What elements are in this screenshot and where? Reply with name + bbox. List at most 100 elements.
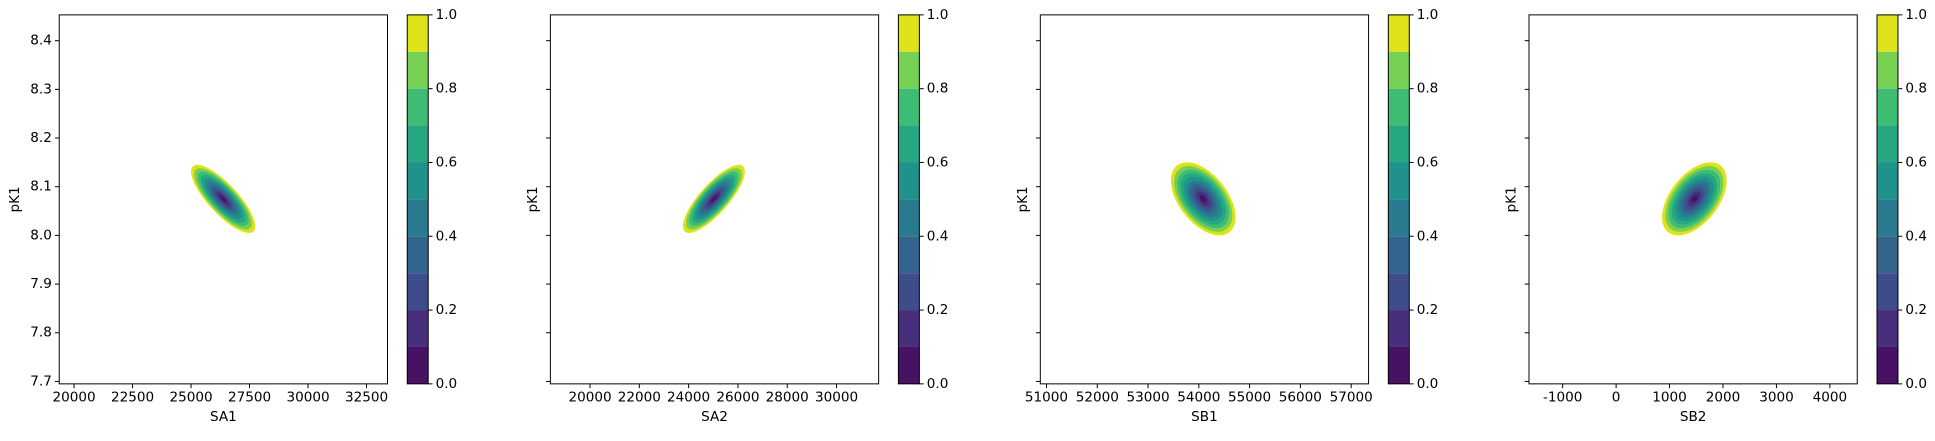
- colorbar-band: [1876, 125, 1898, 163]
- center-point: [712, 197, 715, 200]
- colorbar-band: [407, 310, 429, 347]
- x-tick-label: 26000: [716, 389, 759, 405]
- y-tick-label: 8.4: [30, 33, 52, 49]
- y-tick-label: 7.9: [30, 276, 52, 292]
- colorbar-band: [898, 125, 920, 163]
- colorbar-band: [1876, 14, 1898, 52]
- colorbar-tick-label: 0.2: [1905, 302, 1927, 318]
- x-tick-label: 25000: [169, 389, 212, 405]
- x-tick-label: 30000: [286, 389, 329, 405]
- colorbar-frame: [406, 14, 429, 385]
- x-tick-label: 28000: [766, 389, 809, 405]
- colorbar-band: [1388, 346, 1410, 384]
- x-tick-label: 30000: [815, 389, 858, 405]
- x-tick-label: 57000: [1330, 389, 1373, 405]
- colorbar-band: [407, 14, 429, 52]
- colorbar-tick-label: 0.0: [1417, 376, 1439, 392]
- x-tick-label: 52000: [1076, 389, 1119, 405]
- plot-frame: [1039, 14, 1370, 385]
- plot-frame: [1528, 14, 1858, 385]
- colorbar-tick-label: 0.6: [436, 154, 458, 170]
- colorbar-band: [407, 51, 429, 89]
- colorbar-tick-label: 0.8: [436, 81, 458, 97]
- colorbar-band: [1876, 51, 1898, 89]
- x-tick-label: 3000: [1759, 389, 1794, 405]
- colorbar-tick-label: 0.2: [927, 302, 949, 318]
- y-tick-label: 7.7: [30, 373, 52, 389]
- x-tick-label: 55000: [1228, 389, 1271, 405]
- x-tick-label: 24000: [667, 389, 710, 405]
- y-tick-label: 8.0: [30, 227, 52, 243]
- x-tick-label: 1000: [1652, 389, 1687, 405]
- colorbar-band: [1876, 88, 1898, 126]
- colorbar-band: [1876, 273, 1898, 311]
- colorbar-band: [1388, 236, 1410, 274]
- colorbar-tick-label: 0.4: [1417, 228, 1439, 244]
- colorbar-tick-label: 0.0: [436, 376, 458, 392]
- y-axis-label: pK1: [525, 186, 541, 212]
- y-tick-label: 8.1: [30, 179, 52, 195]
- y-axis-label: pK1: [1015, 186, 1031, 212]
- x-tick-label: 53000: [1126, 389, 1169, 405]
- x-tick-label: 20000: [52, 389, 95, 405]
- colorbar-band: [898, 88, 920, 126]
- y-axis-label: pK1: [1504, 186, 1520, 212]
- y-axis-label: pK1: [7, 186, 23, 212]
- colorbar-band: [898, 51, 920, 89]
- colorbar-tick-label: 1.0: [927, 7, 949, 23]
- center-point: [1693, 197, 1696, 200]
- x-tick-label: 20000: [568, 389, 611, 405]
- x-axis-label: SB2: [1680, 409, 1707, 425]
- colorbar-band: [1388, 310, 1410, 347]
- y-tick-label: 7.8: [30, 325, 52, 341]
- center-point: [222, 197, 225, 200]
- colorbar-band: [1876, 162, 1898, 200]
- colorbar-band: [898, 346, 920, 384]
- colorbar-tick-label: 0.8: [1417, 81, 1439, 97]
- colorbar-tick-label: 0.2: [436, 302, 458, 318]
- colorbar-tick-label: 0.4: [436, 228, 458, 244]
- x-tick-label: 32500: [345, 389, 388, 405]
- colorbar-band: [1388, 125, 1410, 163]
- y-tick-label: 8.2: [30, 130, 52, 146]
- colorbar-band: [898, 162, 920, 200]
- colorbar-band: [407, 236, 429, 274]
- colorbar-tick-label: 0.2: [1417, 302, 1439, 318]
- plot-frame: [58, 14, 388, 385]
- colorbar-tick-label: 0.0: [927, 376, 949, 392]
- colorbar-tick-label: 0.6: [1905, 154, 1927, 170]
- x-axis-label: SB1: [1191, 409, 1218, 425]
- colorbar-band: [1876, 199, 1898, 237]
- colorbar-band: [1388, 51, 1410, 89]
- colorbar-tick-label: 1.0: [436, 7, 458, 23]
- colorbar-band: [407, 88, 429, 126]
- colorbar-band: [407, 162, 429, 200]
- colorbar-tick-label: 0.4: [1905, 228, 1927, 244]
- colorbar-band: [1388, 199, 1410, 237]
- colorbar-band: [898, 14, 920, 52]
- center-point: [1202, 197, 1205, 200]
- colorbar-frame: [1876, 14, 1899, 385]
- colorbar-band: [898, 273, 920, 311]
- colorbar-tick-label: 1.0: [1417, 7, 1439, 23]
- colorbar-band: [407, 199, 429, 237]
- x-tick-label: 22500: [111, 389, 154, 405]
- x-tick-label: 54000: [1177, 389, 1220, 405]
- x-axis-label: SA2: [701, 409, 728, 425]
- colorbar-band: [1876, 310, 1898, 347]
- x-tick-label: 22000: [618, 389, 661, 405]
- x-axis-label: SA1: [210, 409, 237, 425]
- x-tick-label: 56000: [1279, 389, 1322, 405]
- colorbar-band: [898, 236, 920, 274]
- colorbar-band: [898, 310, 920, 347]
- colorbar-band: [1388, 273, 1410, 311]
- colorbar-band: [407, 273, 429, 311]
- colorbar-band: [1876, 236, 1898, 274]
- x-tick-label: 0: [1612, 389, 1621, 405]
- colorbar-band: [1388, 162, 1410, 200]
- x-tick-label: 4000: [1813, 389, 1848, 405]
- colorbar-tick-label: 0.6: [927, 154, 949, 170]
- plot-frame: [549, 14, 880, 385]
- colorbar-tick-label: 0.8: [1905, 81, 1927, 97]
- x-tick-label: 51000: [1025, 389, 1068, 405]
